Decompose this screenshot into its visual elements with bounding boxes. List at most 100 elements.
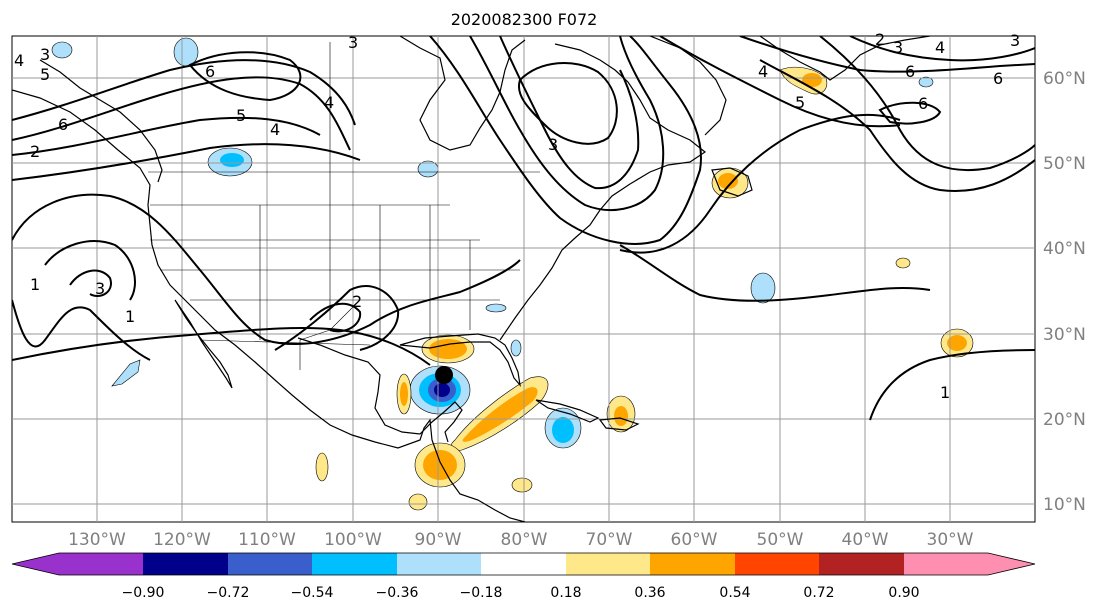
colorbar-segment <box>481 553 566 575</box>
negative-anomaly-georgia <box>485 303 507 313</box>
contour-label: 2 <box>875 30 885 49</box>
colorbar-tick-label: −0.90 <box>122 585 165 601</box>
colorbar-segment <box>12 553 143 575</box>
contour-6-closed-yukon <box>188 51 302 102</box>
contour-label: 6 <box>918 94 928 113</box>
contour-label: 5 <box>236 106 246 125</box>
contour-label: 2 <box>30 142 40 161</box>
contour-4-eastern-trough <box>469 36 665 211</box>
lat-label: 40°N <box>1043 239 1086 259</box>
colorbar-segment <box>735 553 819 575</box>
positive-anomaly-yucatan-inner <box>423 450 457 480</box>
positive-anomaly-caribbean-inner <box>462 387 538 442</box>
negative-anomaly-yukon <box>173 37 199 67</box>
contour-6-closed-quebec <box>517 62 618 145</box>
contour-label: 4 <box>270 120 280 139</box>
colorbar-tick-label: −0.72 <box>207 585 250 601</box>
contour-label: 3 <box>548 135 558 154</box>
coastline-cuba <box>535 399 600 423</box>
colorbar-segment <box>143 553 228 575</box>
colorbar-segment <box>228 553 312 575</box>
lon-label: 110°W <box>238 530 296 550</box>
lon-label: 130°W <box>68 530 126 550</box>
lon-label: 40°W <box>842 530 889 550</box>
coastlines <box>12 36 931 522</box>
lat-label: 60°N <box>1043 69 1086 89</box>
contour-label: 4 <box>14 51 24 70</box>
contour-label: 3 <box>40 45 50 64</box>
contour-1-east-atlantic <box>869 349 1035 421</box>
positive-anomaly-north-gulf-inner <box>429 339 467 359</box>
colorbar-segment <box>312 553 397 575</box>
contour-label: 4 <box>324 93 334 112</box>
map-panel: 3 4 5 6 6 5 4 3 2 1 1 3 2 4 3 2 3 4 6 6 … <box>11 30 1036 523</box>
positive-anomaly-central-america <box>408 493 428 511</box>
contour-label: 3 <box>1010 31 1020 50</box>
contour-3-north-atlantic <box>849 36 1035 62</box>
lat-label: 10°N <box>1043 495 1086 515</box>
lon-label: 30°W <box>927 530 974 550</box>
contour-label: 6 <box>58 115 68 134</box>
colorbar-segment <box>650 553 735 575</box>
contour-label-set: 3 4 5 6 6 5 4 3 2 1 1 3 2 4 3 2 3 4 6 6 … <box>14 30 1020 402</box>
negative-anomaly-east-pacific <box>111 359 141 387</box>
contour-3-west <box>69 269 112 297</box>
contour-label: 1 <box>125 307 135 326</box>
colorbar-tick-label: 0.36 <box>634 585 665 601</box>
contour-3-eastern-trough <box>429 36 702 245</box>
contour-lines <box>12 36 1035 421</box>
lat-label: 30°N <box>1043 325 1086 345</box>
contour-2-southern-plains <box>274 285 400 351</box>
negative-anomaly-alaska <box>51 41 73 59</box>
positive-anomaly-newfoundland-inner <box>718 173 738 189</box>
colorbar-segment <box>566 553 650 575</box>
contour-label: 6 <box>993 69 1003 88</box>
positive-anomaly-mid-atlantic <box>895 257 911 269</box>
contour-1-atlantic-ridge <box>619 244 931 302</box>
colorbar-segment <box>819 553 904 575</box>
contour-label: 3 <box>348 33 358 52</box>
contour-2-northern <box>12 143 361 181</box>
coastline-hudson-bay <box>399 36 526 151</box>
contour-5-eastern-trough <box>499 36 640 190</box>
contour-5-atlantic <box>759 59 1035 192</box>
contour-6-atlantic <box>819 36 1035 172</box>
coastline-hispaniola <box>598 417 640 431</box>
contour-2-west <box>44 240 136 301</box>
colorbar-tick-label: −0.36 <box>376 585 419 601</box>
negative-anomaly-florida <box>510 339 522 357</box>
contour-label: 4 <box>758 62 768 81</box>
storm-center-marker <box>435 366 453 384</box>
contour-label: 1 <box>940 383 950 402</box>
coastline-gulf-north <box>399 333 521 387</box>
contour-label: 3 <box>893 38 903 57</box>
anomaly-shading <box>51 37 974 511</box>
contour-label: 6 <box>905 62 915 81</box>
colorbar-outline <box>11 552 1036 576</box>
contour-label: 3 <box>95 279 105 298</box>
colorbar-ticks: −0.90 −0.72 −0.54 −0.36 −0.18 0.18 0.36 … <box>122 585 920 601</box>
colorbar-tick-label: 0.18 <box>550 585 581 601</box>
contour-label: 4 <box>935 38 945 57</box>
colorbar-segment <box>904 553 1035 575</box>
positive-anomaly-west-gulf-inner <box>400 382 408 406</box>
negative-anomaly-north-atlantic <box>918 76 934 88</box>
coastline-greenland <box>759 36 931 81</box>
coastline-baja <box>174 299 233 389</box>
lon-label: 60°W <box>671 530 718 550</box>
contour-label: 1 <box>30 275 40 294</box>
positive-anomaly-central-caribbean <box>511 477 533 493</box>
negative-anomaly-atlantic <box>750 272 776 304</box>
contour-6-closed-atlantic <box>878 101 942 125</box>
coastline-newfoundland <box>711 167 753 197</box>
coastline-atlantic <box>499 43 707 341</box>
contour-1-subtropics <box>12 326 431 366</box>
coastline-gulf-west <box>297 337 463 443</box>
latitude-labels: 60°N 50°N 40°N 30°N 20°N 10°N <box>1043 69 1086 515</box>
contour-label: 5 <box>795 93 805 112</box>
contour-4-northwest <box>12 116 321 156</box>
coastline-alaska-panhandle <box>39 59 163 183</box>
lon-label: 50°W <box>757 530 804 550</box>
positive-anomaly-east-atlantic-inner <box>947 335 967 351</box>
